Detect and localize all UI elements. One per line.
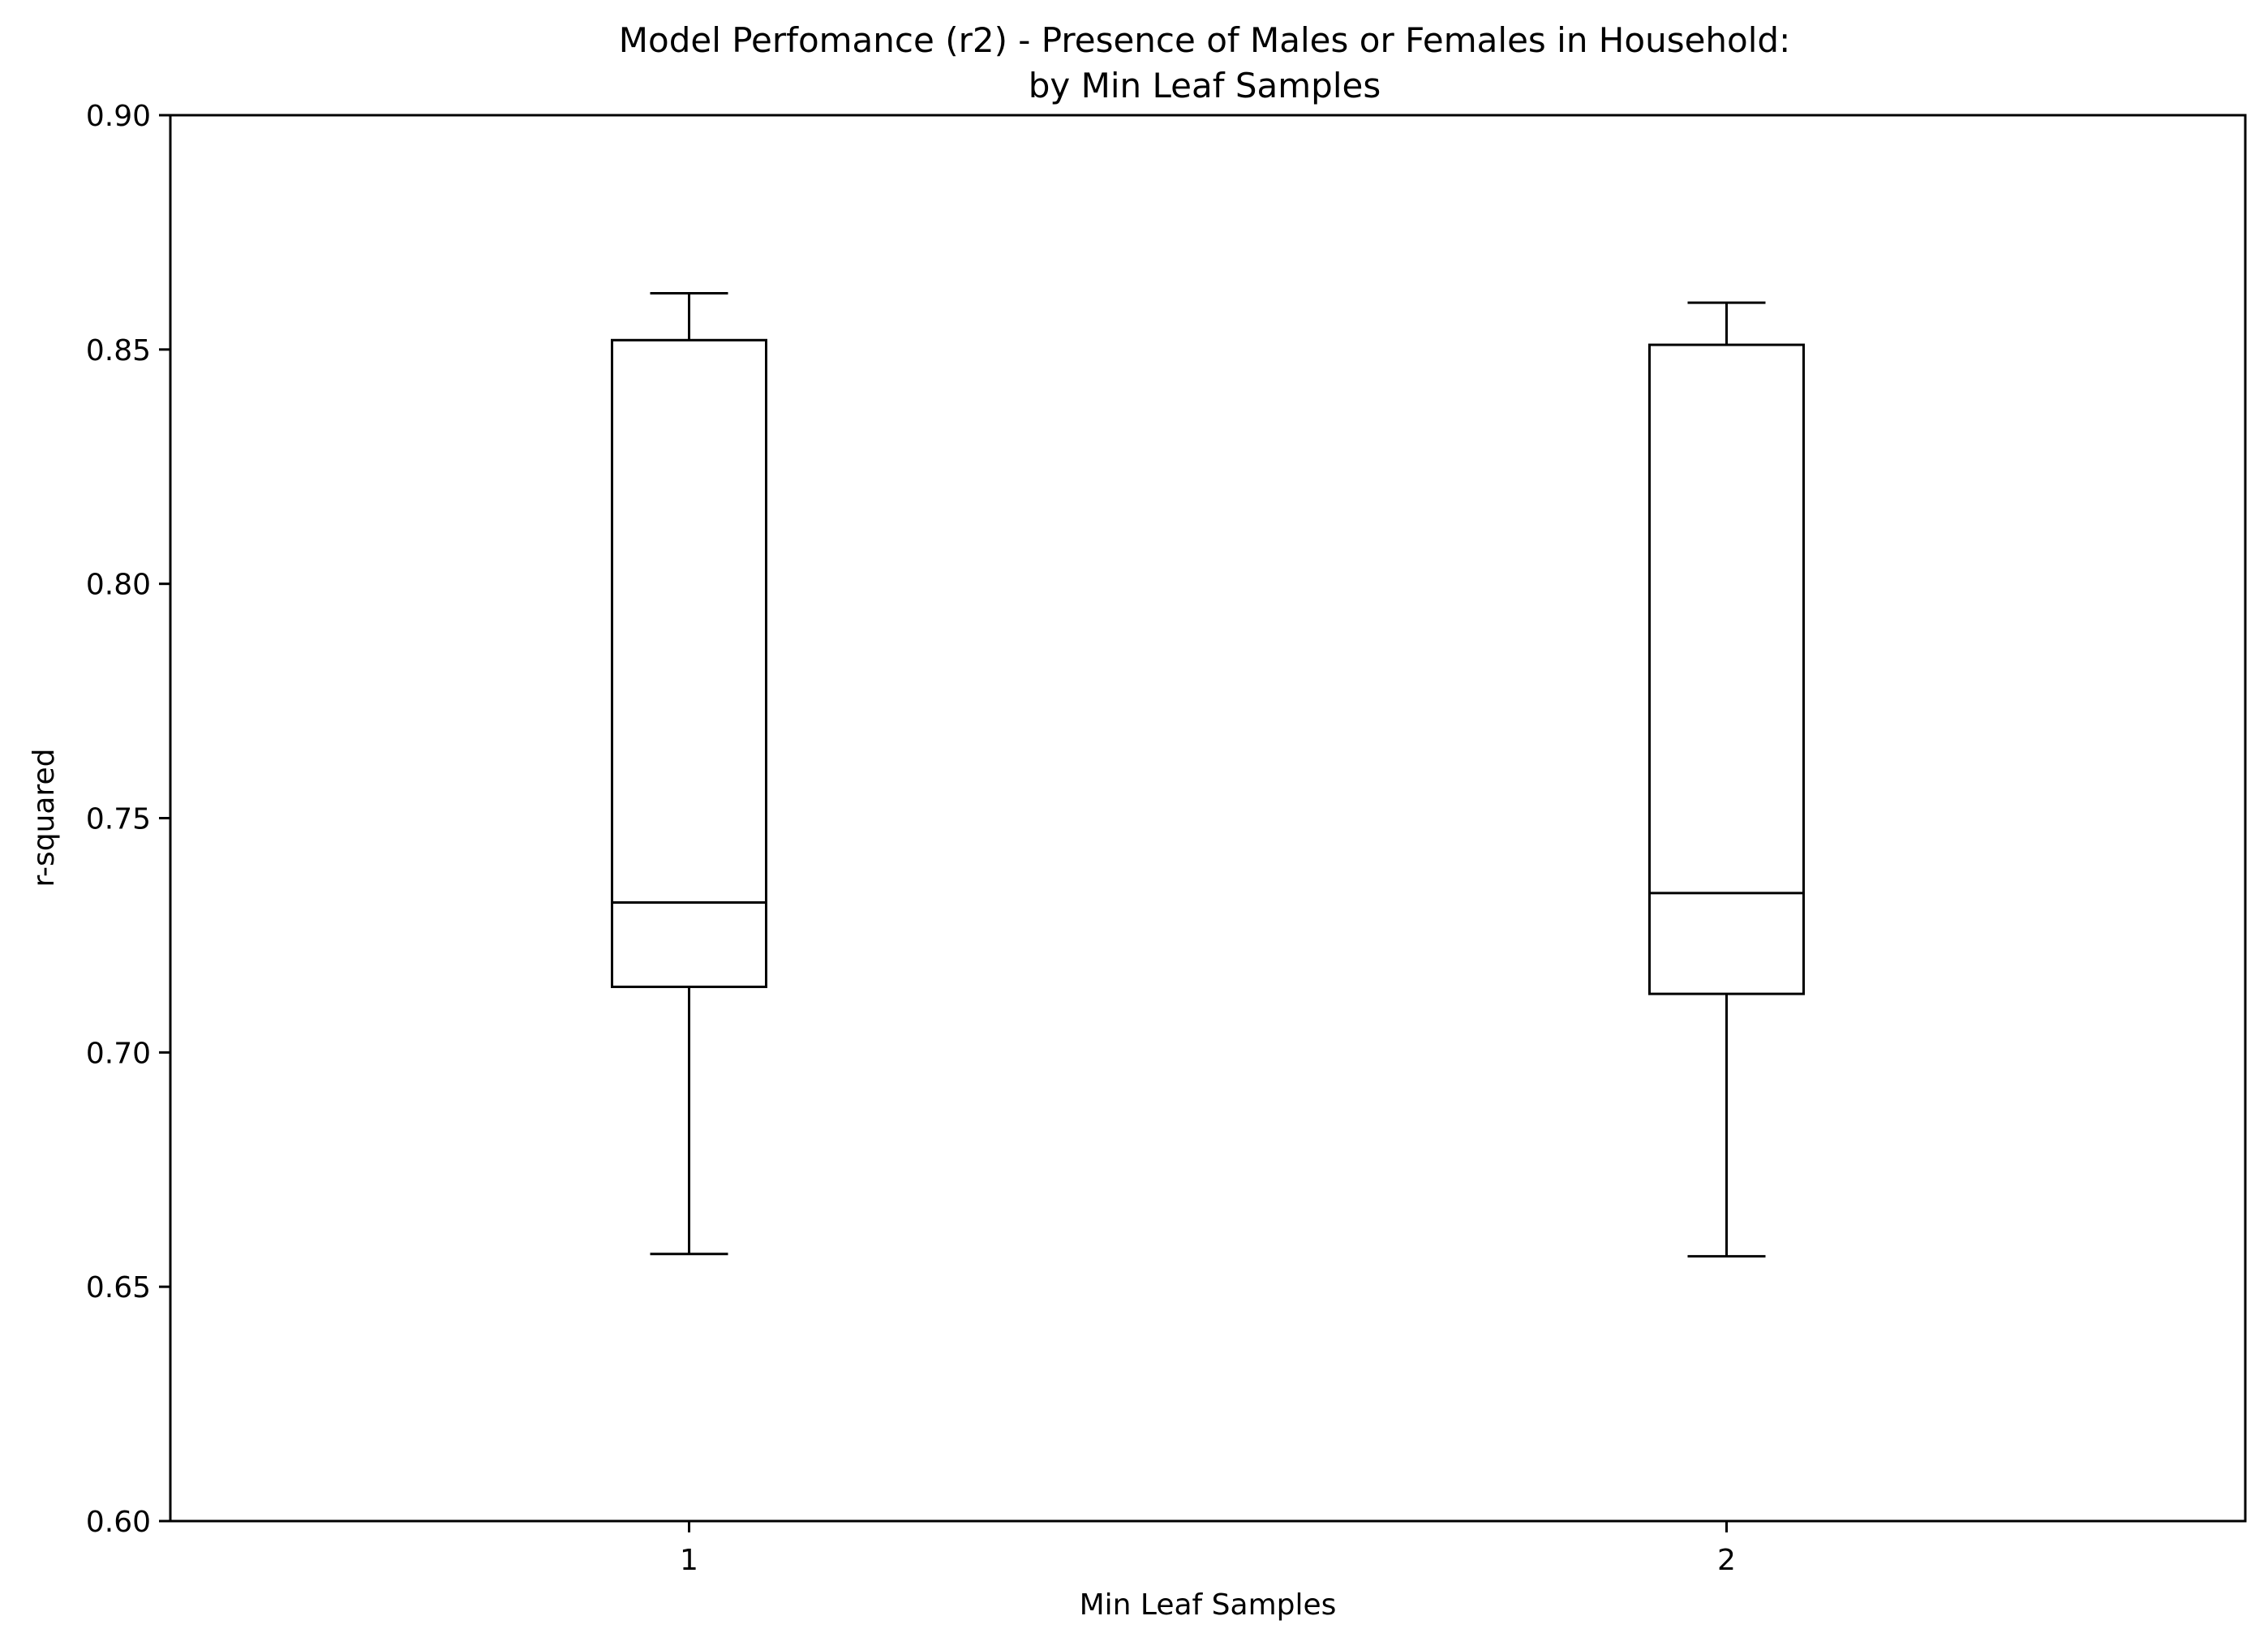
y-axis-label: r-squared	[28, 749, 61, 887]
iqr-box	[1648, 343, 1805, 995]
y-tick-label: 0.75	[86, 803, 151, 836]
y-tick-label: 0.90	[86, 100, 151, 133]
y-tick-label: 0.85	[86, 334, 151, 367]
axis-ticks: 0.60 0.65 0.70 0.75 0.80 0.85 0.90 1 2	[86, 100, 1736, 1577]
box-1	[611, 292, 767, 1256]
y-tick-label: 0.60	[86, 1506, 151, 1539]
plot-area-frame	[169, 114, 2247, 1523]
x-axis-label: Min Leaf Samples	[1080, 1588, 1337, 1622]
y-tick-label: 0.80	[86, 569, 151, 602]
chart-title-line-2: by Min Leaf Samples	[1029, 66, 1381, 105]
y-tick-label: 0.70	[86, 1037, 151, 1070]
box-2	[1648, 301, 1805, 1258]
iqr-box	[611, 338, 767, 988]
box-series	[611, 292, 1805, 1258]
chart-title-line-1: Model Perfomance (r2) - Presence of Male…	[619, 20, 1790, 60]
y-tick-label: 0.65	[86, 1271, 151, 1304]
x-tick-label: 1	[680, 1544, 698, 1577]
x-tick-label: 2	[1717, 1544, 1736, 1577]
